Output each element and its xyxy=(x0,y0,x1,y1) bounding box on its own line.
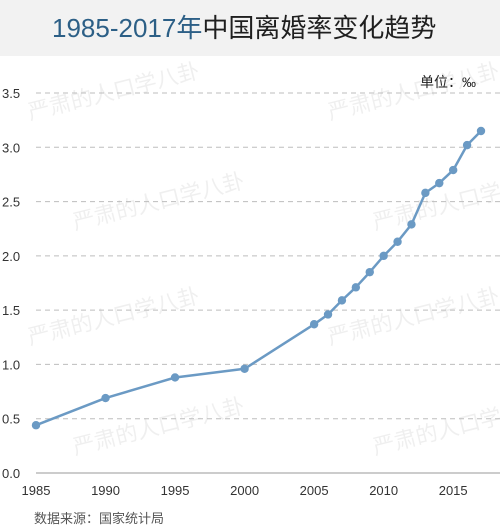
data-point xyxy=(240,364,249,373)
y-tick-label: 1.5 xyxy=(2,303,20,318)
data-point xyxy=(309,320,319,329)
y-tick-label: 2.5 xyxy=(2,195,20,210)
chart-title: 1985-2017年中国离婚率变化趋势 xyxy=(52,12,436,44)
y-tick-label: 1.0 xyxy=(2,357,20,372)
x-tick-label: 1995 xyxy=(161,483,190,498)
y-axis-ticks: 0.0 0.5 1.0 1.5 2.0 2.5 3.0 3.5 xyxy=(2,86,20,481)
watermark: 严肃的人口学八卦 xyxy=(370,394,500,461)
title-years: 1985-2017年 xyxy=(52,13,203,43)
watermark: 严肃的人口学八卦 xyxy=(325,59,500,126)
data-point xyxy=(448,165,458,175)
x-tick-label: 2005 xyxy=(300,483,329,498)
data-points xyxy=(31,126,486,430)
data-source: 数据来源：国家统计局 xyxy=(34,511,165,526)
watermark: 严肃的人口学八卦 xyxy=(25,284,202,351)
watermark: 严肃的人口学八卦 xyxy=(325,284,500,351)
x-tick-label: 2000 xyxy=(230,483,259,498)
y-tick-label: 0.0 xyxy=(2,466,20,481)
data-point xyxy=(462,140,472,150)
x-tick-label: 1985 xyxy=(22,483,51,498)
y-tick-label: 3.5 xyxy=(2,86,20,101)
data-point xyxy=(476,126,486,136)
data-point xyxy=(101,393,110,403)
data-point xyxy=(407,220,416,229)
x-tick-label: 2015 xyxy=(439,483,468,498)
x-tick-label: 2010 xyxy=(369,483,398,498)
x-tick-label: 1990 xyxy=(91,483,120,498)
watermark: 严肃的人口学八卦 xyxy=(370,169,500,236)
y-tick-label: 0.5 xyxy=(2,412,20,427)
data-point xyxy=(323,310,333,319)
data-point xyxy=(379,251,388,261)
data-point xyxy=(393,237,402,246)
title-text: 中国离婚率变化趋势 xyxy=(202,13,437,43)
data-point xyxy=(421,188,430,198)
watermark: 严肃的人口学八卦 xyxy=(70,169,247,236)
title-bar: 1985-2017年中国离婚率变化趋势 xyxy=(0,0,500,56)
x-axis-ticks: 1985 1990 1995 2000 2005 2010 2015 xyxy=(22,483,468,498)
watermark: 严肃的人口学八卦 xyxy=(70,394,247,461)
data-point xyxy=(31,421,41,430)
data-point xyxy=(351,283,361,292)
unit-label: 单位：‰ xyxy=(420,74,476,90)
gridlines xyxy=(36,92,500,420)
data-point xyxy=(337,296,347,305)
y-tick-label: 2.0 xyxy=(2,249,20,264)
data-point xyxy=(435,178,444,188)
watermark: 严肃的人口学八卦 xyxy=(25,59,202,126)
data-point xyxy=(170,373,180,382)
y-tick-label: 3.0 xyxy=(2,140,20,155)
data-point xyxy=(365,267,374,277)
series-line xyxy=(35,130,482,427)
